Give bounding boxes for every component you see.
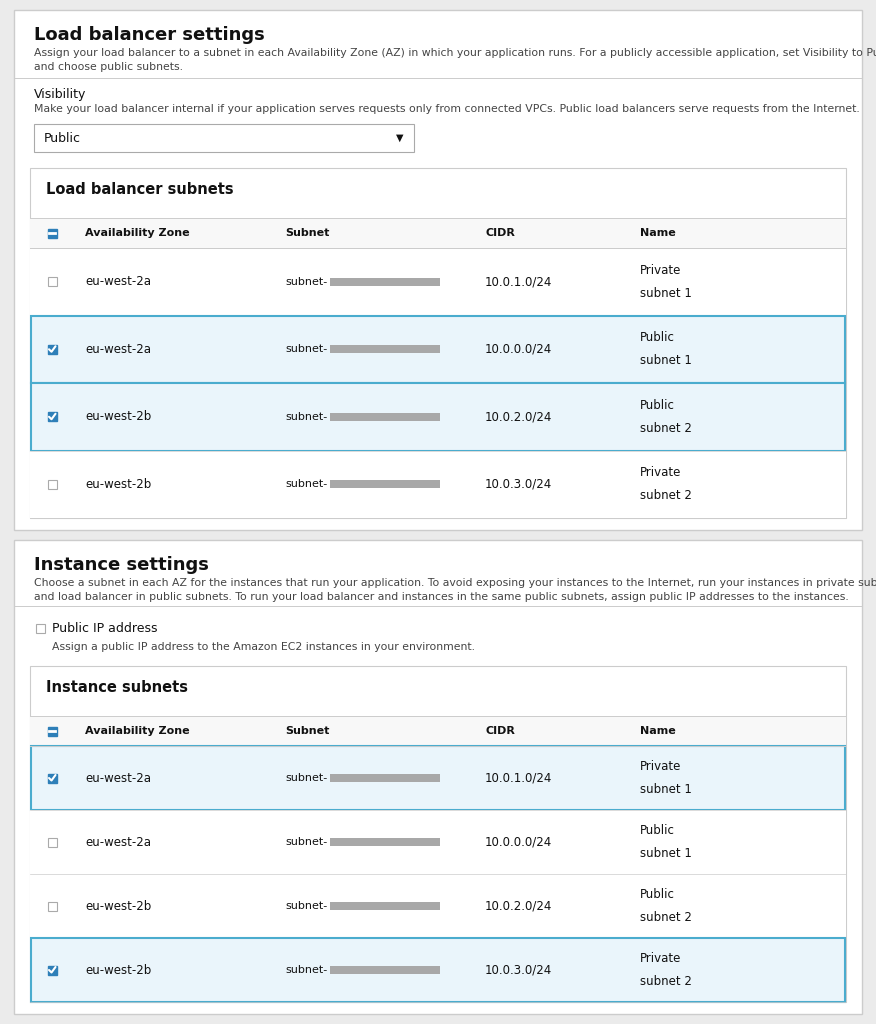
Bar: [30, 810, 846, 874]
Text: 10.0.2.0/24: 10.0.2.0/24: [485, 411, 553, 423]
Text: CIDR: CIDR: [485, 228, 515, 238]
Bar: [47, 345, 56, 353]
Text: eu-west-2b: eu-west-2b: [85, 478, 152, 490]
Bar: [14, 10, 862, 530]
Bar: [47, 838, 56, 847]
Bar: [47, 480, 56, 488]
Bar: [330, 345, 440, 353]
Text: eu-west-2a: eu-west-2a: [85, 771, 151, 784]
Bar: [14, 540, 862, 1014]
Bar: [31, 315, 845, 383]
Bar: [36, 624, 45, 633]
Text: subnet 2: subnet 2: [640, 911, 692, 924]
Bar: [47, 278, 56, 287]
Text: Public IP address: Public IP address: [52, 622, 158, 635]
Text: and choose public subnets.: and choose public subnets.: [34, 62, 183, 72]
Bar: [330, 774, 440, 782]
Text: subnet 1: subnet 1: [640, 783, 692, 796]
Bar: [330, 480, 440, 488]
Bar: [47, 413, 56, 421]
Text: Private: Private: [640, 466, 682, 479]
Text: ▼: ▼: [396, 133, 404, 143]
Text: Load balancer subnets: Load balancer subnets: [46, 182, 234, 197]
Text: Assign your load balancer to a subnet in each Availability Zone (AZ) in which yo: Assign your load balancer to a subnet in…: [34, 48, 876, 58]
Bar: [47, 901, 56, 910]
Text: Name: Name: [640, 228, 675, 238]
Text: subnet-: subnet-: [285, 344, 328, 354]
Text: 10.0.3.0/24: 10.0.3.0/24: [485, 478, 552, 490]
Text: subnet-: subnet-: [285, 773, 328, 783]
Text: eu-west-2a: eu-west-2a: [85, 343, 151, 355]
Bar: [330, 838, 440, 846]
Bar: [47, 228, 56, 238]
Text: subnet-: subnet-: [285, 837, 328, 847]
Text: subnet-: subnet-: [285, 479, 328, 489]
Text: Instance settings: Instance settings: [34, 556, 208, 574]
Text: subnet 2: subnet 2: [640, 489, 692, 502]
Text: Availability Zone: Availability Zone: [85, 228, 189, 238]
Text: eu-west-2b: eu-west-2b: [85, 964, 152, 977]
Text: subnet 1: subnet 1: [640, 287, 692, 300]
Bar: [47, 966, 56, 975]
Text: Choose a subnet in each AZ for the instances that run your application. To avoid: Choose a subnet in each AZ for the insta…: [34, 578, 876, 588]
Bar: [31, 938, 845, 1002]
Text: eu-west-2a: eu-west-2a: [85, 275, 151, 288]
Text: 10.0.1.0/24: 10.0.1.0/24: [485, 771, 553, 784]
Text: subnet 1: subnet 1: [640, 847, 692, 860]
Bar: [30, 874, 846, 938]
Bar: [30, 248, 846, 315]
Text: subnet 2: subnet 2: [640, 975, 692, 988]
Bar: [47, 773, 56, 782]
Text: eu-west-2b: eu-west-2b: [85, 411, 152, 423]
Text: 10.0.2.0/24: 10.0.2.0/24: [485, 899, 553, 912]
Bar: [30, 666, 846, 1002]
Text: Subnet: Subnet: [285, 726, 329, 736]
Text: Public: Public: [640, 888, 675, 901]
Text: Make your load balancer internal if your application serves requests only from c: Make your load balancer internal if your…: [34, 104, 859, 114]
Text: Public: Public: [44, 131, 81, 144]
Text: Visibility: Visibility: [34, 88, 87, 101]
Text: Private: Private: [640, 760, 682, 773]
Bar: [34, 124, 414, 152]
Bar: [31, 746, 845, 810]
Bar: [30, 716, 846, 746]
Text: Public: Public: [640, 331, 675, 344]
Text: 10.0.3.0/24: 10.0.3.0/24: [485, 964, 552, 977]
Text: CIDR: CIDR: [485, 726, 515, 736]
Text: subnet-: subnet-: [285, 965, 328, 975]
Text: Name: Name: [640, 726, 675, 736]
Text: Assign a public IP address to the Amazon EC2 instances in your environment.: Assign a public IP address to the Amazon…: [52, 642, 475, 652]
Text: Private: Private: [640, 952, 682, 965]
Text: 10.0.0.0/24: 10.0.0.0/24: [485, 343, 552, 355]
Text: eu-west-2b: eu-west-2b: [85, 899, 152, 912]
Text: subnet 2: subnet 2: [640, 422, 692, 435]
Bar: [330, 902, 440, 910]
Text: subnet-: subnet-: [285, 276, 328, 287]
Bar: [30, 218, 846, 248]
Text: eu-west-2a: eu-west-2a: [85, 836, 151, 849]
Text: Load balancer settings: Load balancer settings: [34, 26, 265, 44]
Text: subnet-: subnet-: [285, 412, 328, 422]
Text: Availability Zone: Availability Zone: [85, 726, 189, 736]
Text: subnet-: subnet-: [285, 901, 328, 911]
Text: Public: Public: [640, 824, 675, 837]
Bar: [30, 168, 846, 518]
Text: 10.0.0.0/24: 10.0.0.0/24: [485, 836, 552, 849]
Bar: [330, 278, 440, 286]
Text: Instance subnets: Instance subnets: [46, 680, 188, 695]
Bar: [330, 413, 440, 421]
Text: Public: Public: [640, 398, 675, 412]
Text: and load balancer in public subnets. To run your load balancer and instances in : and load balancer in public subnets. To …: [34, 592, 849, 602]
Text: Subnet: Subnet: [285, 228, 329, 238]
Bar: [330, 966, 440, 974]
Bar: [30, 451, 846, 518]
Text: Private: Private: [640, 264, 682, 276]
Bar: [47, 726, 56, 735]
Bar: [31, 383, 845, 451]
Text: subnet 1: subnet 1: [640, 354, 692, 368]
Text: 10.0.1.0/24: 10.0.1.0/24: [485, 275, 553, 288]
